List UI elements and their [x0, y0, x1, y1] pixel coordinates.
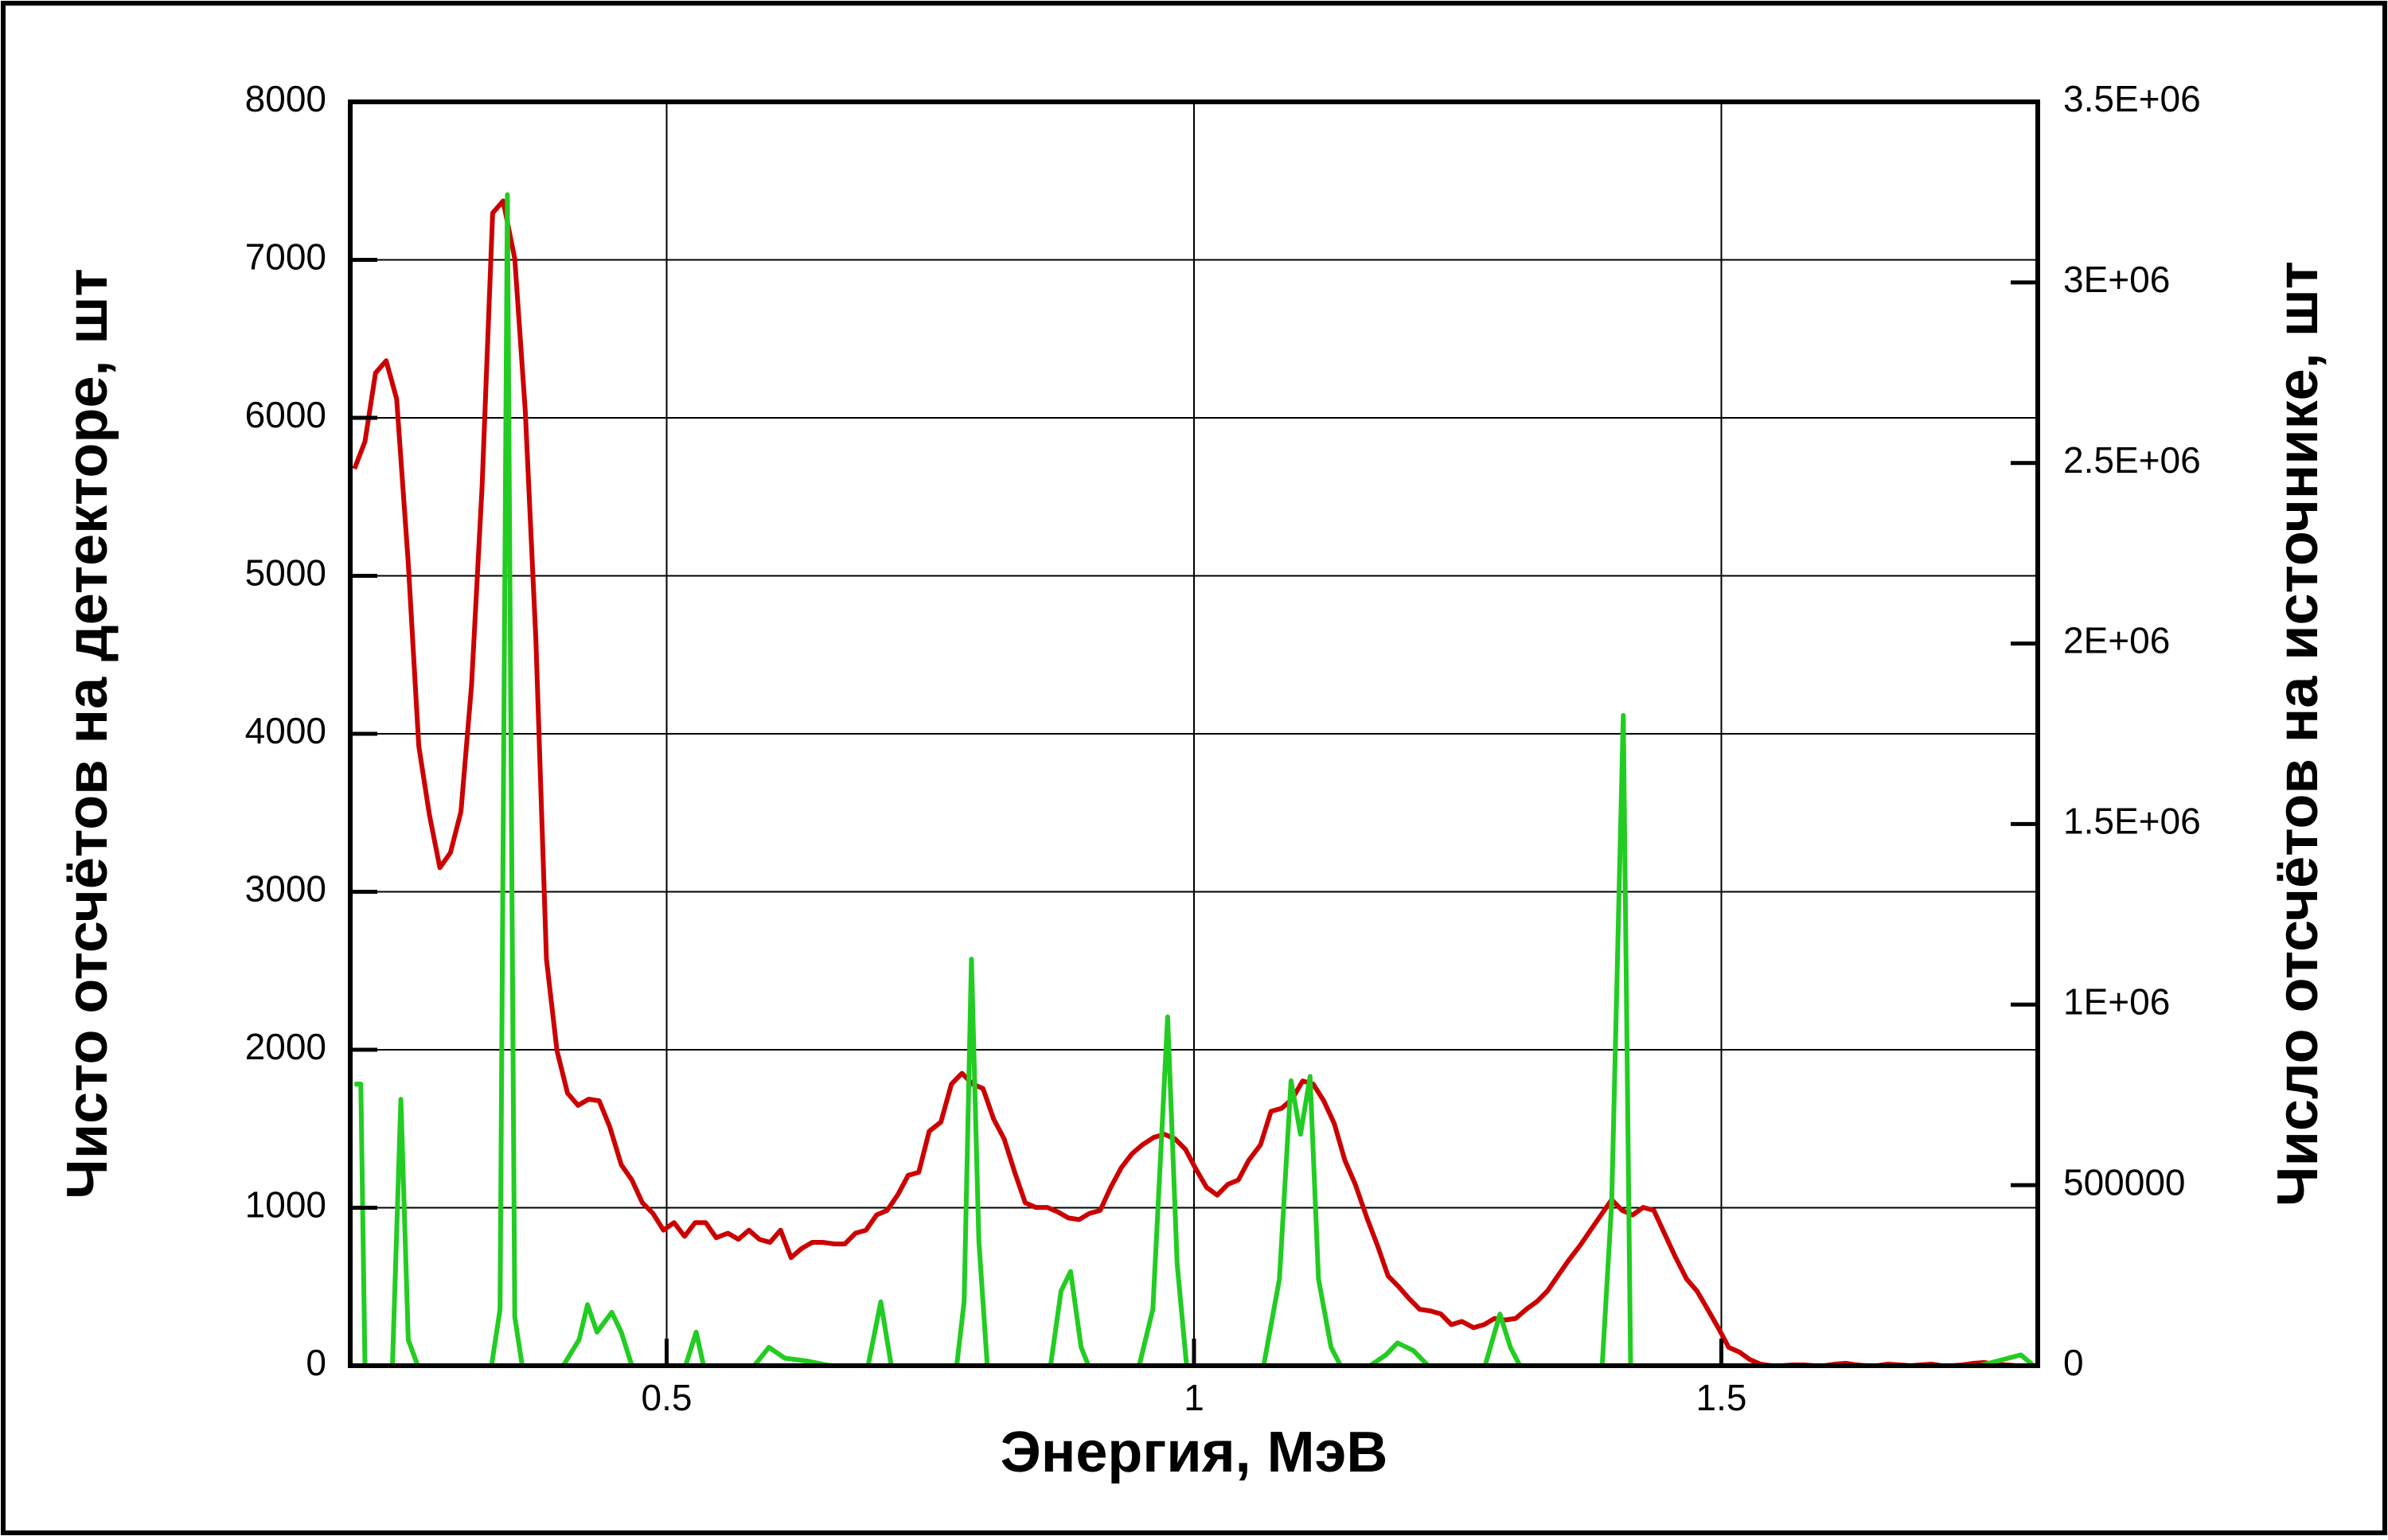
data-lines — [352, 192, 2035, 1366]
y2-tick-label: 3.5E+06 — [2063, 78, 2201, 119]
y2-tick-label: 2E+06 — [2063, 620, 2170, 661]
y2-tick-label: 1E+06 — [2063, 981, 2170, 1022]
y-tick-label: 3000 — [245, 868, 326, 910]
x-tick-label: 0.5 — [642, 1377, 693, 1418]
series-line — [352, 198, 2027, 1366]
y-tick-label: 6000 — [245, 394, 326, 435]
x-axis-title: Энергия, МэВ — [1001, 1421, 1388, 1484]
y2-tick-label: 3E+06 — [2063, 259, 2170, 300]
y-tick-label: 4000 — [245, 710, 326, 751]
y2-tick-label: 0 — [2063, 1342, 2084, 1383]
y2-tick-label: 500000 — [2063, 1161, 2186, 1203]
axes: 0.5 1 1.5 0 1000 2000 3000 4000 5000 6000 7000 8000… — [245, 78, 2201, 1418]
y-axis-title: Чисто отсчётов на детекторе, шт — [56, 268, 119, 1199]
y-tick-label: 2000 — [245, 1026, 326, 1067]
y2-tick-label: 1.5E+06 — [2063, 801, 2201, 842]
x-tick-label: 1.5 — [1696, 1377, 1747, 1418]
grid — [350, 101, 2038, 1367]
y-tick-label: 7000 — [245, 236, 326, 278]
y-tick-label: 8000 — [245, 78, 326, 119]
y-tick-label: 1000 — [245, 1184, 326, 1226]
y-tick-label: 5000 — [245, 552, 326, 594]
series-line — [354, 192, 2035, 1366]
y2-tick-label: 2.5E+06 — [2063, 439, 2201, 481]
plot-frame — [348, 99, 2040, 1368]
y-tick-label: 0 — [306, 1342, 326, 1383]
x-tick-label: 1 — [1184, 1377, 1204, 1418]
y2-axis-title: Число отсчётов на источнике, шт — [2266, 261, 2330, 1207]
